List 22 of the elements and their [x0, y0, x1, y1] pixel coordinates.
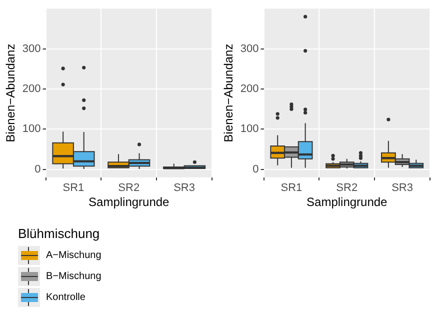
y-axis-title: Bienen−Abundanz	[222, 44, 236, 142]
y-tick-label: 0	[252, 163, 259, 176]
y-tick-label: 100	[22, 123, 41, 136]
y-axis-title: Bienen−Abundanz	[4, 44, 18, 142]
x-tick-label: SR2	[336, 182, 358, 194]
legend-label: A−Mischung	[46, 250, 102, 261]
x-tick-label: SR1	[62, 182, 84, 194]
x-tick-label: SR3	[392, 182, 413, 194]
y-tick-label: 0	[34, 163, 41, 176]
y-tick-label: 100	[240, 123, 259, 136]
y-tick-label: 200	[22, 83, 41, 96]
x-tick-label: SR2	[118, 182, 140, 194]
legend-label: B−Mischung	[46, 271, 102, 282]
y-tick-label: 200	[240, 83, 259, 96]
y-tick-label: 300	[22, 42, 41, 55]
x-tick-label: SR1	[280, 182, 302, 194]
legend-label: Kontrolle	[46, 292, 86, 303]
x-tick-label: SR3	[174, 182, 195, 194]
y-tick-label: 300	[240, 42, 259, 55]
legend-title: Blühmischung	[18, 226, 101, 241]
x-axis-title: Samplingrunde	[88, 195, 170, 210]
x-axis-title: Samplingrunde	[306, 195, 388, 210]
